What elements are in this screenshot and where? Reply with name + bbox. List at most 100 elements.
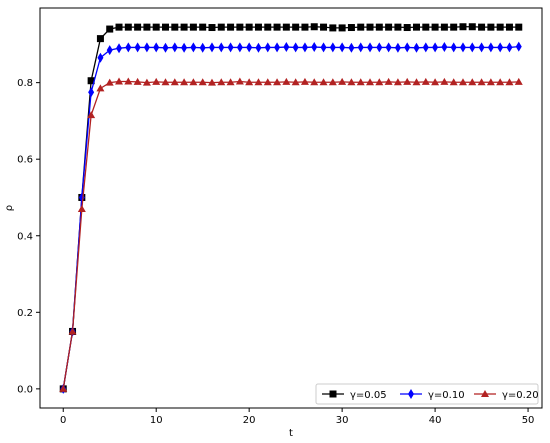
data-point-triangle bbox=[217, 78, 226, 86]
data-point-triangle bbox=[161, 78, 170, 86]
data-point-square bbox=[124, 23, 132, 31]
data-point-square bbox=[189, 23, 197, 31]
data-point-square bbox=[106, 25, 114, 33]
legend-label-gamma-0-05: γ=0.05 bbox=[350, 390, 387, 401]
data-point-square bbox=[422, 23, 430, 31]
data-point-square bbox=[96, 35, 104, 43]
data-point-triangle bbox=[319, 78, 328, 86]
data-point-triangle bbox=[77, 204, 86, 212]
data-point-diamond bbox=[199, 42, 206, 53]
data-point-square bbox=[171, 23, 179, 31]
data-point-triangle bbox=[96, 84, 105, 92]
legend-label-gamma-0-10: γ=0.10 bbox=[428, 390, 465, 401]
data-point-diamond bbox=[329, 42, 336, 53]
data-point-square bbox=[282, 23, 290, 31]
data-point-square bbox=[450, 23, 458, 31]
data-point-square bbox=[217, 23, 225, 31]
data-point-triangle bbox=[514, 77, 523, 85]
data-point-diamond bbox=[255, 42, 262, 53]
plot-area bbox=[39, 7, 543, 409]
data-point-triangle bbox=[115, 77, 124, 85]
data-point-diamond bbox=[487, 42, 494, 53]
data-point-diamond bbox=[441, 42, 448, 53]
data-point-diamond bbox=[376, 42, 383, 53]
data-point-square bbox=[273, 23, 281, 31]
data-point-square bbox=[515, 23, 523, 31]
data-point-diamond bbox=[339, 42, 346, 53]
data-point-diamond bbox=[116, 43, 123, 54]
y-axis: 0.0 0.2 0.4 0.6 0.8 bbox=[17, 78, 40, 395]
data-point-triangle bbox=[254, 78, 263, 86]
data-point-square bbox=[143, 23, 151, 31]
data-point-diamond bbox=[190, 42, 197, 53]
data-point-square bbox=[87, 77, 95, 85]
data-point-triangle bbox=[198, 78, 207, 86]
data-point-triangle bbox=[170, 78, 179, 86]
y-tick-label: 0.0 bbox=[17, 384, 33, 395]
data-point-square bbox=[152, 23, 160, 31]
data-point-triangle bbox=[142, 78, 151, 86]
data-point-square bbox=[245, 23, 253, 31]
data-point-square bbox=[385, 23, 393, 31]
legend: γ=0.05 γ=0.10 γ=0.20 bbox=[315, 383, 539, 405]
legend-label-gamma-0-20: γ=0.20 bbox=[502, 390, 539, 401]
data-point-triangle bbox=[68, 327, 77, 335]
data-point-diamond bbox=[432, 42, 439, 53]
data-point-triangle bbox=[152, 77, 161, 85]
data-point-square bbox=[134, 23, 142, 31]
data-point-triangle bbox=[486, 78, 495, 86]
data-point-diamond bbox=[227, 42, 234, 53]
data-point-square bbox=[115, 23, 123, 31]
data-point-triangle bbox=[282, 77, 291, 85]
data-point-triangle bbox=[403, 77, 412, 85]
data-point-triangle bbox=[347, 78, 356, 86]
data-point-square bbox=[496, 23, 504, 31]
data-point-square bbox=[208, 24, 216, 32]
data-point-diamond bbox=[171, 42, 178, 53]
data-point-diamond bbox=[301, 42, 308, 53]
data-point-diamond bbox=[469, 42, 476, 53]
data-point-diamond bbox=[515, 41, 522, 52]
data-point-triangle bbox=[59, 384, 68, 392]
data-point-triangle bbox=[87, 111, 96, 119]
data-point-diamond bbox=[311, 42, 318, 53]
x-tick-label: 30 bbox=[336, 415, 349, 426]
data-point-diamond bbox=[450, 42, 457, 53]
data-point-triangle bbox=[226, 78, 235, 86]
data-point-triangle bbox=[133, 77, 142, 85]
x-axis: 0 10 20 30 40 50 bbox=[60, 408, 534, 426]
data-point-diamond bbox=[357, 42, 364, 53]
data-point-triangle bbox=[207, 78, 216, 86]
data-point-diamond bbox=[422, 42, 429, 53]
data-point-triangle bbox=[180, 78, 189, 86]
data-point-square bbox=[254, 23, 262, 31]
data-point-triangle bbox=[366, 78, 375, 86]
data-point-square bbox=[162, 23, 169, 31]
data-point-square bbox=[468, 23, 476, 31]
data-point-triangle bbox=[393, 78, 402, 86]
data-point-triangle bbox=[245, 78, 254, 86]
series-layer bbox=[59, 23, 523, 394]
data-point-square bbox=[357, 23, 365, 31]
data-point-square bbox=[459, 23, 467, 31]
data-point-triangle bbox=[263, 78, 272, 86]
data-point-square bbox=[431, 23, 439, 31]
data-point-square bbox=[310, 23, 318, 31]
data-point-triangle bbox=[189, 78, 198, 86]
x-tick-label: 20 bbox=[243, 415, 256, 426]
data-point-diamond bbox=[246, 42, 253, 53]
data-point-triangle bbox=[421, 77, 430, 85]
data-point-square bbox=[329, 24, 337, 32]
data-point-square bbox=[264, 23, 272, 31]
data-point-triangle bbox=[440, 77, 449, 85]
data-point-diamond bbox=[497, 42, 504, 53]
data-point-square bbox=[236, 23, 244, 31]
data-point-diamond bbox=[264, 42, 271, 53]
data-point-square bbox=[403, 24, 411, 32]
data-point-square bbox=[227, 23, 235, 31]
data-point-diamond bbox=[404, 42, 411, 53]
data-point-square bbox=[347, 24, 355, 32]
data-point-triangle bbox=[477, 78, 486, 86]
data-point-triangle bbox=[235, 77, 244, 85]
